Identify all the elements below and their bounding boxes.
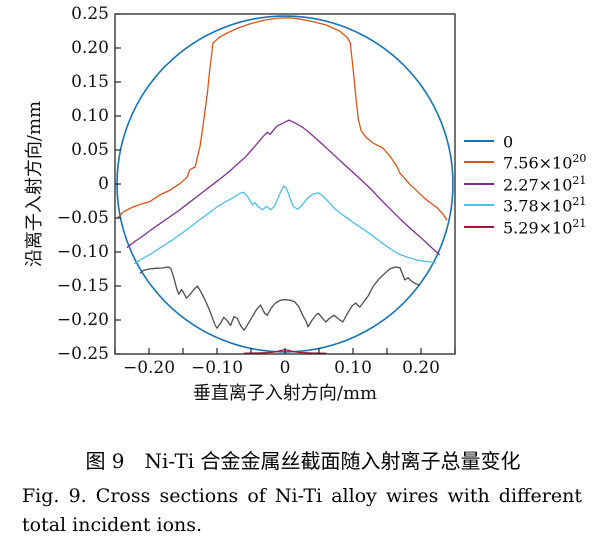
x-tick-label: −0.20 <box>122 358 176 378</box>
legend-label-exp-1: 20 <box>572 152 587 166</box>
legend-label-exp-2: 21 <box>572 173 587 187</box>
x-axis-title: 垂直离子入射方向/mm <box>192 383 378 404</box>
legend-line-swatch-3 <box>464 204 494 207</box>
caption-english-line1: Fig. 9. Cross sections of Ni-Ti alloy wi… <box>22 485 582 507</box>
legend-label-0: 0 <box>503 132 513 150</box>
x-tick-label: 0 <box>279 358 291 378</box>
series-circle-0 <box>116 15 454 353</box>
y-tick-label: 0.25 <box>71 4 109 24</box>
y-tick-label: −0.25 <box>56 344 109 364</box>
y-tick-label: 0.15 <box>71 72 109 92</box>
x-tick-label: 0.10 <box>334 358 372 378</box>
y-axis-title: 沿离子入射方向/mm <box>24 100 45 268</box>
y-tick-label: −0.20 <box>56 310 109 330</box>
y-tick-label: −0.15 <box>56 276 109 296</box>
legend-item-0: 0 <box>464 130 586 152</box>
y-tick-label: 0.10 <box>71 106 109 126</box>
legend: 0 7.56×1020 2.27×1021 3.78×1021 5.29×102… <box>464 130 586 238</box>
legend-label-base-0: 0 <box>503 131 514 151</box>
legend-label-4: 5.29×1021 <box>503 218 586 236</box>
series-line-unlabeled-gray <box>139 266 421 331</box>
y-tick-label: −0.05 <box>56 208 109 228</box>
series-line-2.27e21 <box>126 119 441 256</box>
legend-label-2: 2.27×1021 <box>503 175 586 193</box>
legend-label-base-2: 2.27×10 <box>503 174 573 194</box>
legend-label-exp-4: 21 <box>572 216 587 230</box>
legend-line-swatch-4 <box>464 225 494 228</box>
legend-item-2: 2.27×1021 <box>464 173 586 195</box>
caption-english-line2: total incident ions. <box>22 514 203 536</box>
legend-item-4: 5.29×1021 <box>464 216 586 238</box>
series-line-3.78e21 <box>134 185 437 265</box>
x-tick-label: −0.10 <box>190 358 244 378</box>
legend-line-swatch-1 <box>464 161 494 164</box>
caption-chinese: 图 9 Ni-Ti 合金金属丝截面随入射离子总量变化 <box>85 449 521 473</box>
y-tick-label: −0.10 <box>56 242 109 262</box>
legend-label-base-4: 5.29×10 <box>503 217 573 237</box>
legend-item-1: 7.56×1020 <box>464 152 586 174</box>
legend-line-swatch-0 <box>464 139 494 142</box>
legend-line-swatch-2 <box>464 182 494 185</box>
y-tick-label: 0 <box>98 174 109 194</box>
y-tick-label: 0.05 <box>71 140 109 160</box>
legend-label-1: 7.56×1020 <box>503 153 586 171</box>
legend-item-3: 3.78×1021 <box>464 195 586 217</box>
legend-label-base-1: 7.56×10 <box>503 153 573 173</box>
legend-label-exp-3: 21 <box>572 195 587 209</box>
caption-english: Fig. 9. Cross sections of Ni-Ti alloy wi… <box>22 482 582 540</box>
y-tick-label: 0.20 <box>71 38 109 58</box>
plot-canvas <box>114 13 456 355</box>
series-line-7.56e20 <box>117 17 448 221</box>
x-tick-label: 0.20 <box>402 358 440 378</box>
legend-label-base-3: 3.78×10 <box>503 196 573 216</box>
legend-label-3: 3.78×1021 <box>503 196 586 214</box>
